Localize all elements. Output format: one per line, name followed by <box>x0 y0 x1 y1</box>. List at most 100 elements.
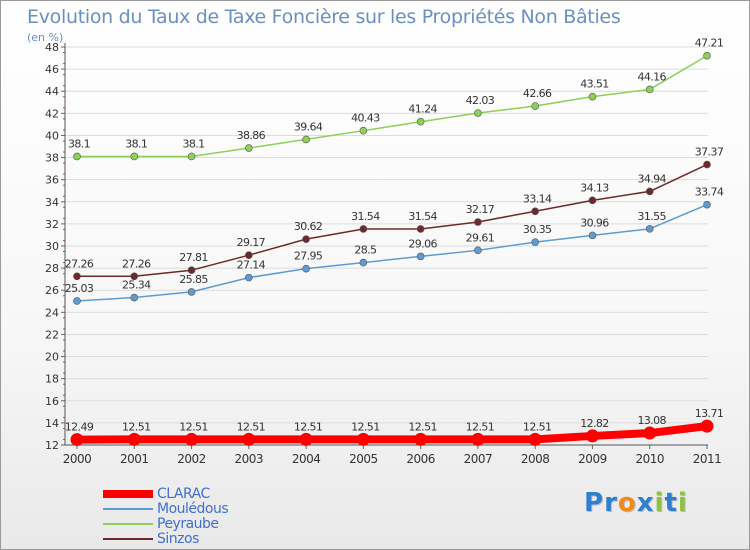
data-point <box>474 109 482 117</box>
data-point <box>185 432 199 446</box>
data-label: 38.1 <box>182 137 204 150</box>
data-point <box>531 102 539 110</box>
y-axis-unit: (en %) <box>27 31 64 44</box>
series-line <box>76 203 708 302</box>
data-point <box>130 272 139 281</box>
data-label: 47.21 <box>695 37 724 50</box>
data-label: 38.86 <box>237 129 266 142</box>
y-tick-label: 20 <box>45 351 59 364</box>
data-point <box>474 246 482 255</box>
data-label: 31.54 <box>351 210 380 223</box>
data-point <box>356 432 370 446</box>
data-label: 33.14 <box>523 192 552 205</box>
data-label: 12.51 <box>351 420 380 433</box>
data-point <box>588 92 597 101</box>
data-point <box>645 187 654 196</box>
x-tick-label: 2001 <box>120 452 149 466</box>
data-label: 12.51 <box>466 420 495 433</box>
y-tick-label: 42 <box>45 107 59 120</box>
y-tick-label: 24 <box>45 306 59 319</box>
data-label: 25.03 <box>65 282 94 295</box>
data-point <box>471 432 485 446</box>
chart-title: Evolution du Taux de Taxe Foncière sur l… <box>27 6 621 28</box>
series-line <box>76 163 708 278</box>
data-label: 31.54 <box>408 210 437 223</box>
data-label: 33.74 <box>695 186 724 199</box>
data-label: 25.34 <box>122 279 151 292</box>
x-tick-label: 2006 <box>406 452 435 466</box>
x-tick-label: 2000 <box>63 452 92 466</box>
data-point <box>643 426 657 440</box>
data-label: 28.5 <box>354 244 377 257</box>
data-label: 30.62 <box>294 220 323 233</box>
data-label: 43.51 <box>580 78 609 91</box>
data-point <box>187 266 196 275</box>
data-point <box>645 225 654 233</box>
x-tick-label: 2004 <box>292 452 321 466</box>
data-label: 12.51 <box>408 420 437 433</box>
data-label: 12.49 <box>65 421 94 434</box>
logo-letter: i <box>654 488 665 518</box>
data-point <box>474 218 482 226</box>
data-point <box>359 258 368 267</box>
x-tick-label: 2002 <box>177 452 206 466</box>
data-label: 32.17 <box>466 203 495 216</box>
data-label: 38.1 <box>68 137 90 150</box>
data-point <box>73 297 81 305</box>
logo-letter: r <box>604 488 618 518</box>
legend-swatch <box>103 538 153 540</box>
x-tick-label: 2003 <box>235 452 264 466</box>
y-tick-label: 34 <box>45 196 59 209</box>
data-point <box>700 419 714 433</box>
data-label: 41.24 <box>408 103 437 116</box>
data-point <box>299 432 313 446</box>
y-tick-label: 22 <box>45 328 59 341</box>
legend-label: Sinzos <box>157 531 199 547</box>
data-point <box>703 160 711 169</box>
series-line <box>76 54 708 158</box>
legend-label: Peyraube <box>157 516 219 532</box>
legend-label: Moulédous <box>157 501 229 517</box>
data-label: 38.1 <box>125 137 147 150</box>
y-tick-label: 26 <box>45 284 59 297</box>
data-label: 39.64 <box>294 120 323 133</box>
y-tick-label: 40 <box>45 129 59 142</box>
data-point <box>245 144 253 152</box>
data-label: 44.16 <box>637 70 666 83</box>
data-point <box>645 85 654 94</box>
data-point <box>302 235 310 243</box>
data-label: 31.55 <box>637 210 666 223</box>
legend-swatch <box>103 523 153 525</box>
data-label: 37.37 <box>695 146 724 159</box>
y-tick-label: 48 <box>45 41 59 54</box>
data-label: 13.71 <box>695 407 724 420</box>
data-point <box>359 126 368 135</box>
data-point <box>73 152 81 161</box>
data-label: 30.96 <box>580 216 609 229</box>
data-point <box>416 225 425 233</box>
legend-swatch <box>103 508 153 510</box>
x-tick-label: 2009 <box>578 452 607 466</box>
data-point <box>414 432 428 446</box>
data-point <box>242 432 256 446</box>
data-label: 42.03 <box>466 94 495 107</box>
data-point <box>130 152 139 161</box>
data-point <box>302 264 310 273</box>
x-tick-label: 2010 <box>635 452 664 466</box>
data-label: 34.13 <box>580 181 609 194</box>
data-point <box>528 432 542 446</box>
logo-letter: x <box>636 488 655 518</box>
data-label: 25.85 <box>179 273 208 286</box>
x-tick-label: 2005 <box>349 452 378 466</box>
data-label: 27.26 <box>122 257 151 270</box>
data-label: 12.51 <box>179 420 208 433</box>
data-label: 12.51 <box>122 420 151 433</box>
data-label: 13.08 <box>637 414 666 427</box>
y-tick-label: 32 <box>45 218 59 231</box>
y-tick-label: 28 <box>45 262 59 275</box>
data-label: 27.14 <box>237 259 266 272</box>
data-point <box>703 200 711 209</box>
data-label: 27.95 <box>294 250 323 263</box>
data-label: 29.61 <box>466 231 495 244</box>
